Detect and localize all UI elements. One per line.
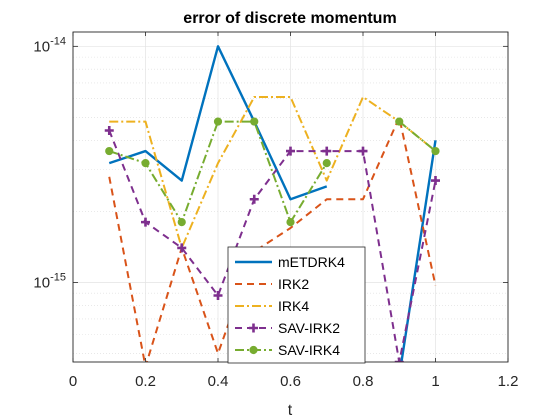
data-point-sav-irk4 bbox=[395, 117, 404, 126]
data-point-sav-irk2 bbox=[358, 146, 368, 156]
chart-title: error of discrete momentum bbox=[183, 10, 396, 27]
data-point-sav-irk4 bbox=[286, 218, 295, 227]
x-tick-label: 0.8 bbox=[353, 373, 374, 390]
legend-label-sav-irk2: SAV-IRK2 bbox=[278, 320, 340, 336]
x-tick-label: 0.2 bbox=[135, 373, 156, 390]
data-point-sav-irk4 bbox=[250, 117, 259, 126]
series-line-metdrk4 bbox=[400, 140, 437, 362]
data-point-sav-irk2 bbox=[286, 146, 295, 156]
x-tick-label: 1 bbox=[431, 373, 439, 390]
ticks: 0 0.2 0.4 0.6 0.8 1 1.2 10-15 10-14 bbox=[33, 32, 518, 390]
data-point-sav-irk2 bbox=[141, 217, 150, 227]
data-point-sav-irk4 bbox=[431, 146, 440, 156]
data-point-sav-irk2 bbox=[104, 125, 114, 135]
data-point-sav-irk2 bbox=[249, 194, 259, 204]
series-line-metdrk4 bbox=[108, 45, 328, 201]
series-layer bbox=[104, 45, 440, 362]
x-tick-label: 0.4 bbox=[208, 373, 229, 390]
legend-label-metdrk4: mETDRK4 bbox=[278, 254, 345, 270]
legend-marker-sav-irk2 bbox=[249, 323, 258, 333]
data-point-sav-irk4 bbox=[322, 159, 331, 168]
legend-label-sav-irk4: SAV-IRK4 bbox=[278, 342, 340, 358]
series-line-irk2 bbox=[108, 116, 437, 362]
x-axis-label: t bbox=[288, 402, 293, 419]
x-tick-label: 1.2 bbox=[498, 373, 519, 390]
y-tick-label: 10-15 bbox=[33, 271, 66, 291]
legend: mETDRK4 IRK2 IRK4 SAV-IRK2 SAV-IRK4 bbox=[227, 246, 366, 364]
data-point-sav-irk2 bbox=[322, 146, 332, 156]
x-tick-label: 0.6 bbox=[280, 373, 301, 390]
legend-label-irk2: IRK2 bbox=[278, 276, 309, 292]
data-point-sav-irk2 bbox=[394, 357, 404, 362]
series-line-irk4 bbox=[109, 96, 437, 249]
data-point-sav-irk4 bbox=[105, 146, 114, 156]
data-point-sav-irk4 bbox=[141, 159, 150, 168]
series-line-sav-irk2 bbox=[108, 130, 437, 362]
data-point-sav-irk2 bbox=[177, 243, 187, 253]
data-point-sav-irk4 bbox=[177, 218, 186, 227]
x-tick-label: 0 bbox=[69, 373, 77, 390]
data-point-sav-irk2 bbox=[213, 290, 223, 300]
y-tick-label: 10-14 bbox=[33, 35, 66, 55]
data-point-sav-irk2 bbox=[431, 176, 440, 186]
legend-box bbox=[227, 246, 366, 364]
legend-marker-sav-irk4 bbox=[249, 345, 258, 355]
legend-label-irk4: IRK4 bbox=[278, 298, 309, 314]
series-line-sav-irk4 bbox=[398, 120, 437, 152]
data-point-sav-irk4 bbox=[213, 117, 223, 126]
